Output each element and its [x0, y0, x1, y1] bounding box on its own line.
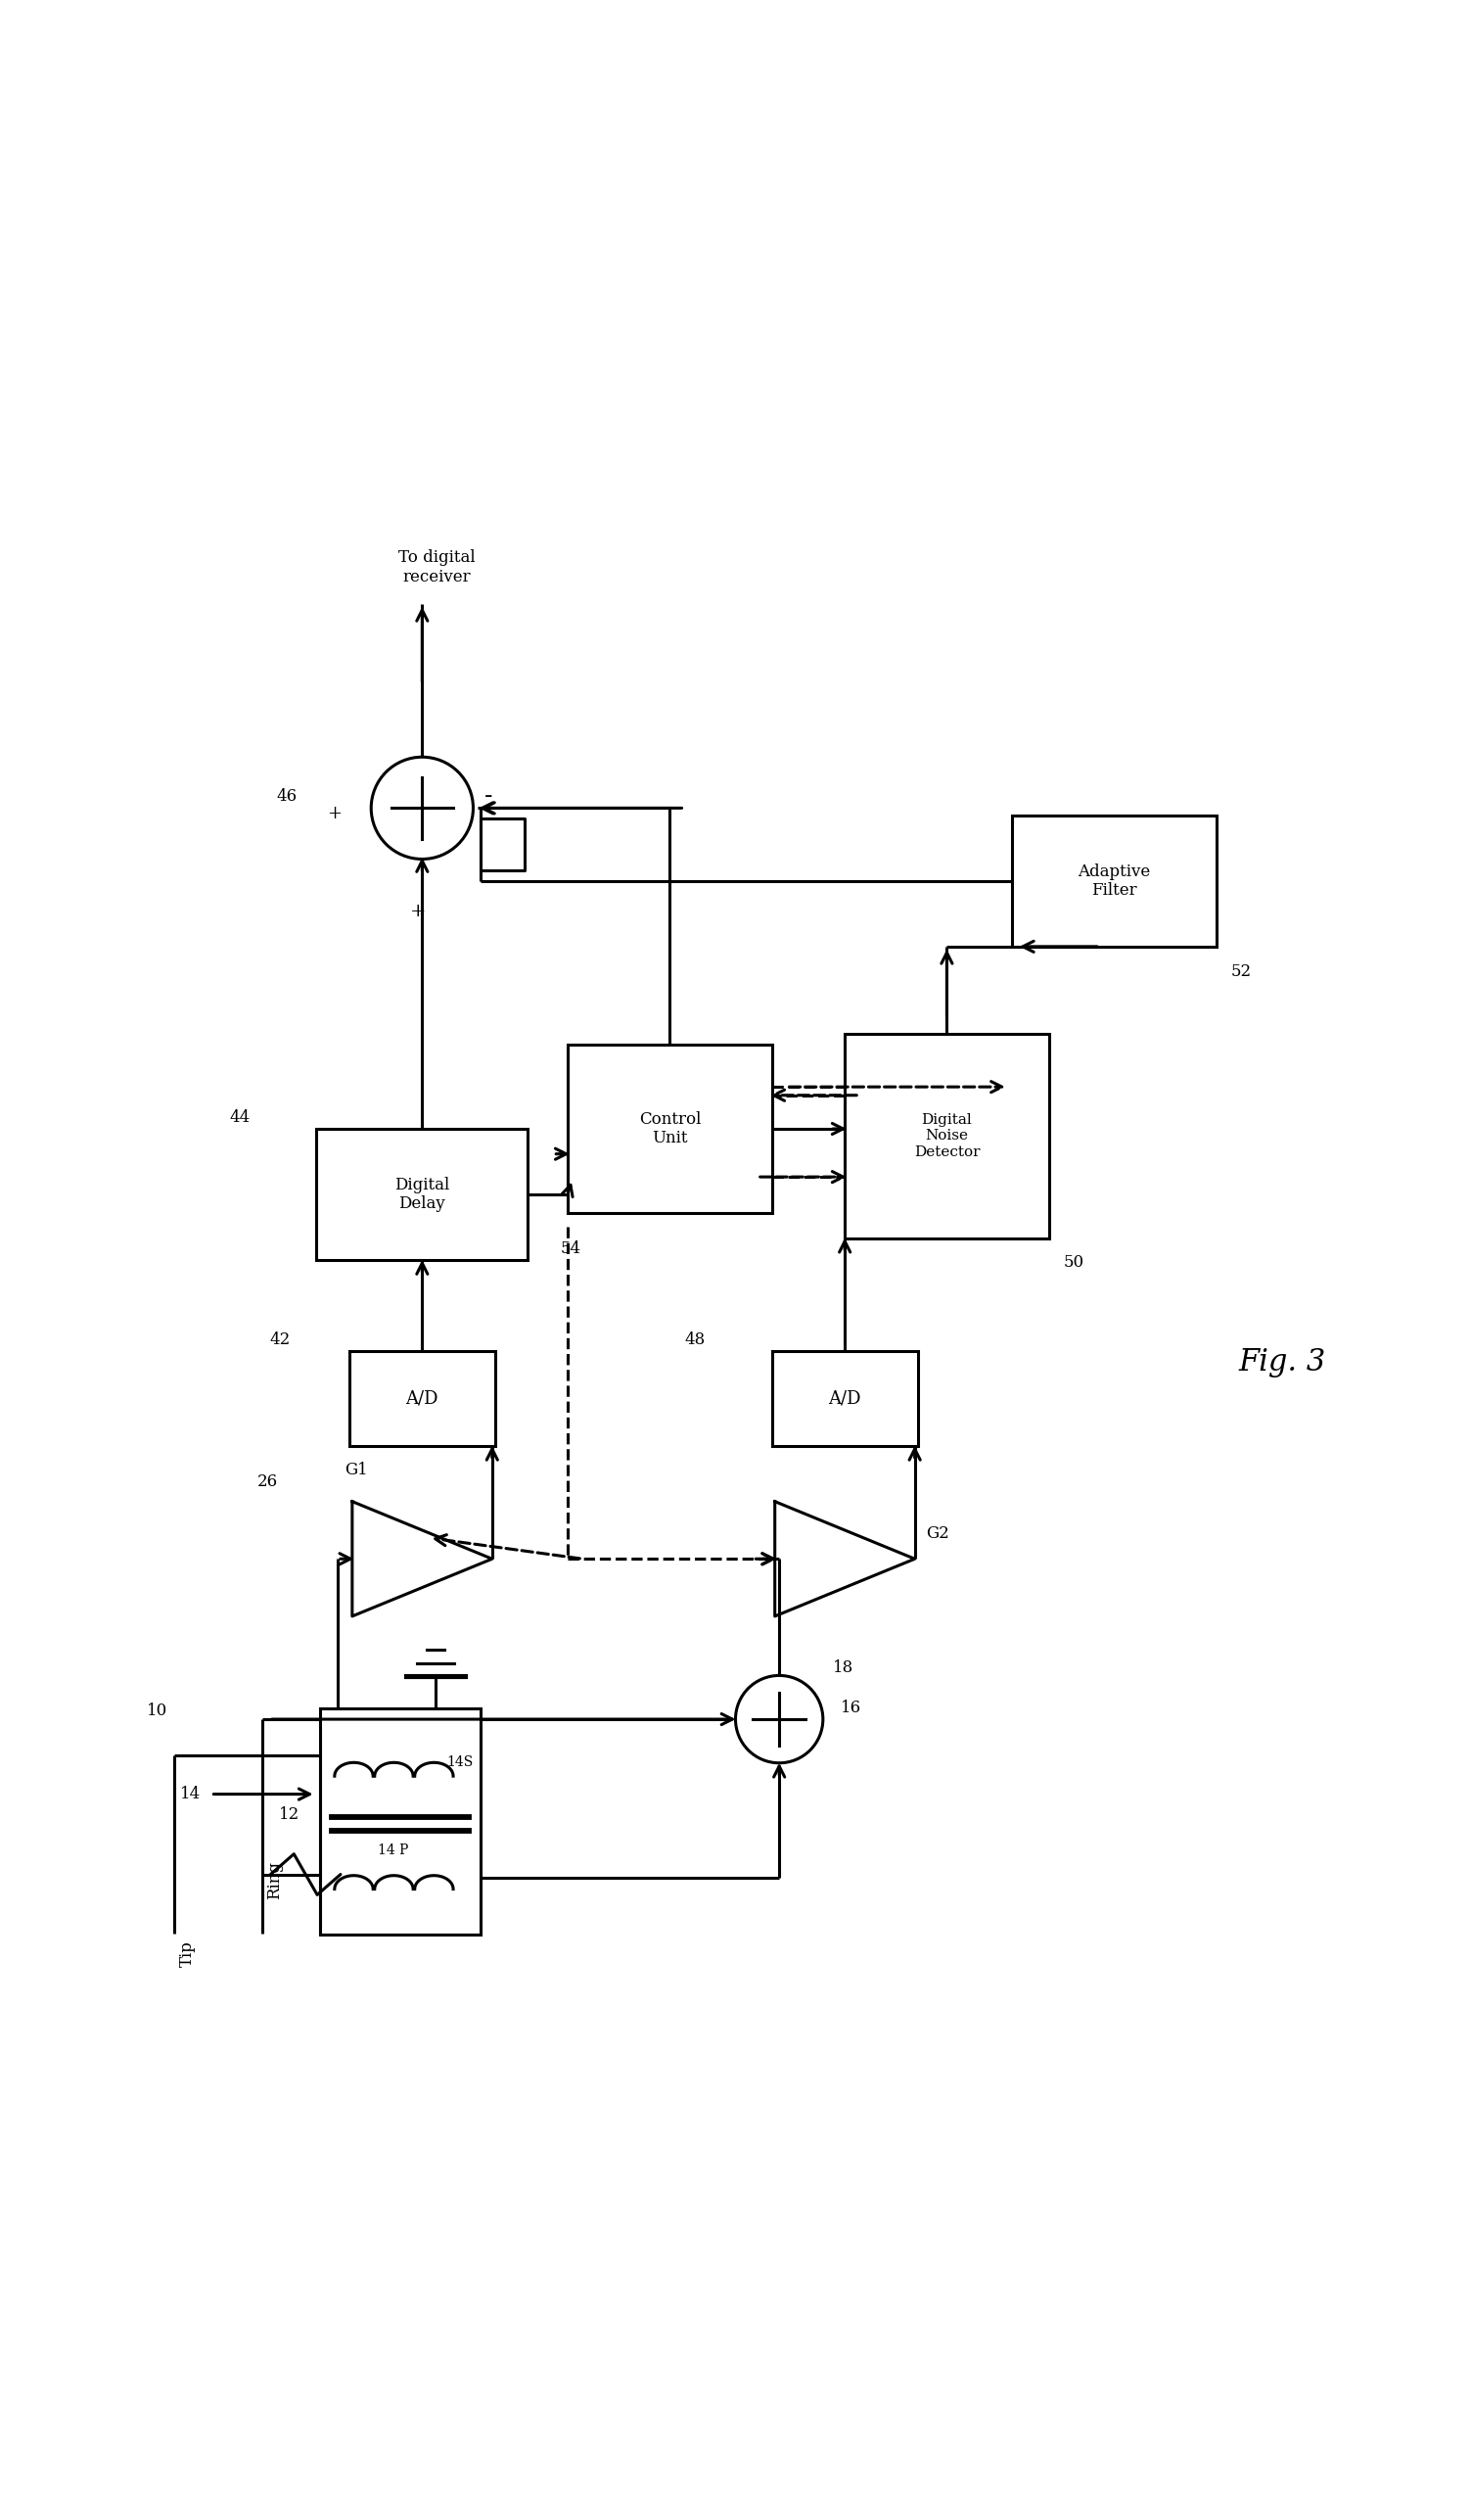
Text: 44: 44 — [229, 1109, 250, 1126]
Text: 14: 14 — [179, 1787, 200, 1802]
Bar — [1012, 816, 1217, 948]
Text: Fig. 3: Fig. 3 — [1239, 1346, 1325, 1378]
Text: 12: 12 — [279, 1807, 300, 1824]
Text: To digital
receiver: To digital receiver — [399, 549, 475, 585]
Text: 14S: 14S — [447, 1754, 474, 1769]
Text: 46: 46 — [277, 789, 297, 804]
Text: Tip: Tip — [179, 1940, 196, 1968]
Text: 10: 10 — [146, 1701, 168, 1719]
Text: Digital
Delay: Digital Delay — [394, 1177, 450, 1212]
Bar — [349, 1351, 496, 1446]
Text: G1: G1 — [344, 1462, 368, 1479]
Circle shape — [371, 756, 474, 859]
Bar — [772, 1351, 918, 1446]
Text: Control
Unit: Control Unit — [638, 1111, 700, 1147]
Text: 48: 48 — [684, 1331, 705, 1348]
Bar — [844, 1033, 1049, 1237]
Bar — [321, 1709, 481, 1935]
Text: 18: 18 — [833, 1661, 855, 1676]
Text: Adaptive
Filter: Adaptive Filter — [1078, 862, 1150, 900]
Text: -: - — [485, 786, 493, 806]
Text: 54: 54 — [560, 1240, 581, 1257]
Bar — [568, 1046, 772, 1212]
Text: 16: 16 — [840, 1698, 861, 1716]
Text: +: + — [410, 902, 427, 920]
Text: 42: 42 — [269, 1331, 290, 1348]
Text: Digital
Noise
Detector: Digital Noise Detector — [913, 1114, 980, 1159]
Bar — [316, 1129, 528, 1260]
Text: A/D: A/D — [828, 1389, 861, 1406]
Text: 50: 50 — [1064, 1255, 1084, 1270]
Text: +: + — [328, 804, 341, 822]
Text: 26: 26 — [257, 1474, 278, 1489]
Text: A/D: A/D — [406, 1389, 438, 1406]
Text: 52: 52 — [1231, 963, 1252, 980]
Text: 14 P: 14 P — [378, 1842, 409, 1857]
Text: Ring: Ring — [266, 1860, 282, 1900]
Text: G2: G2 — [927, 1525, 950, 1542]
Circle shape — [736, 1676, 822, 1764]
